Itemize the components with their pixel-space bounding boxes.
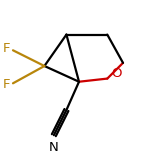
Text: F: F — [2, 78, 10, 91]
Text: O: O — [112, 67, 122, 80]
Text: N: N — [49, 141, 59, 155]
Text: F: F — [2, 42, 10, 55]
